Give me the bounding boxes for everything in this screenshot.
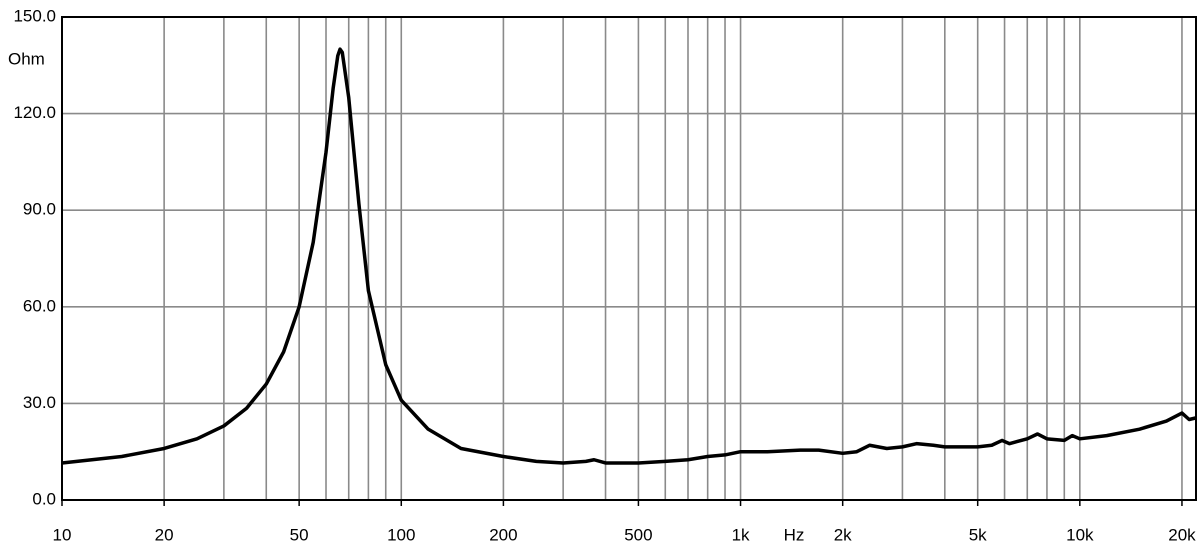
x-tick-label: 10 xyxy=(53,525,72,544)
x-tick-label: 50 xyxy=(290,525,309,544)
x-tick-label: 1k xyxy=(732,525,750,544)
x-tick-label: 10k xyxy=(1066,525,1094,544)
y-axis-label: Ohm xyxy=(8,49,45,68)
y-tick-label: 60.0 xyxy=(23,296,56,315)
x-tick-label: 5k xyxy=(969,525,987,544)
x-tick-label: 20 xyxy=(155,525,174,544)
y-tick-label: 150.0 xyxy=(13,6,56,25)
x-tick-label: 100 xyxy=(387,525,415,544)
x-axis-label: Hz xyxy=(784,525,805,544)
x-tick-label: 200 xyxy=(489,525,517,544)
x-tick-label: 500 xyxy=(624,525,652,544)
y-tick-label: 120.0 xyxy=(13,103,56,122)
plot-frame xyxy=(61,16,1197,501)
y-tick-label: 30.0 xyxy=(23,393,56,412)
y-tick-label: 0.0 xyxy=(32,489,56,508)
impedance-curve xyxy=(61,47,1197,465)
x-tick-label: 2k xyxy=(834,525,852,544)
x-tick-label: 20k xyxy=(1168,525,1196,544)
y-tick-label: 90.0 xyxy=(23,200,56,219)
